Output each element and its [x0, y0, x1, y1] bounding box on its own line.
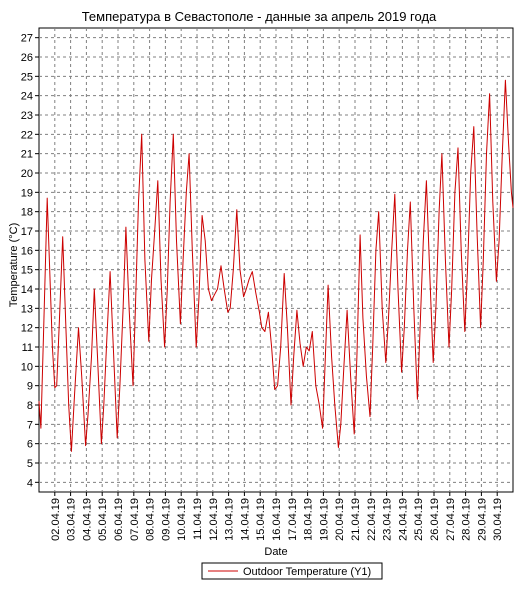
- y-tick-label: 11: [22, 342, 33, 354]
- x-tick-label: 09.04.19: [160, 498, 172, 541]
- y-tick-label: 19: [21, 187, 33, 199]
- y-tick-label: 17: [21, 226, 33, 238]
- x-tick-label: 11.04.19: [192, 498, 204, 540]
- y-tick-label: 9: [27, 381, 33, 393]
- x-tick-label: 27.04.19: [445, 498, 457, 541]
- x-tick-label: 30.04.19: [492, 498, 504, 541]
- y-tick-label: 5: [27, 458, 33, 470]
- x-tick-label: 02.04.19: [50, 498, 62, 541]
- x-tick-label: 18.04.19: [303, 498, 315, 541]
- y-tick-label: 27: [21, 33, 33, 45]
- x-tick-label: 26.04.19: [429, 498, 441, 541]
- y-tick-label: 12: [21, 323, 33, 335]
- x-tick-label: 23.04.19: [382, 498, 394, 541]
- y-tick-label: 8: [27, 400, 33, 412]
- y-tick-label: 25: [21, 71, 33, 83]
- y-tick-label: 24: [21, 91, 33, 103]
- y-tick-label: 14: [21, 284, 33, 296]
- series-layer: [38, 79, 514, 452]
- y-tick-label: 4: [27, 477, 33, 489]
- x-tick-label: 16.04.19: [271, 498, 283, 541]
- y-tick-label: 6: [27, 439, 33, 451]
- x-tick-label: 22.04.19: [366, 498, 378, 541]
- x-tick-label: 19.04.19: [318, 498, 330, 541]
- y-tick-label: 18: [21, 207, 33, 219]
- y-tick-label: 13: [21, 303, 33, 315]
- x-tick-label: 28.04.19: [461, 498, 473, 541]
- x-tick-label: 13.04.19: [224, 498, 236, 541]
- x-tick-label: 10.04.19: [176, 498, 188, 541]
- x-axis-ticks: 02.04.19 03.04.19 04.04.19 05.04.19 06.04.19…: [50, 492, 504, 541]
- x-tick-label: 17.04.19: [287, 498, 299, 541]
- y-axis-ticks: 4 5 6 7 8 9 10 11 12 13 14 15 16 17 18 19 20 21 22 23 24 25 26…: [21, 33, 39, 489]
- y-tick-label: 16: [21, 245, 33, 257]
- y-tick-label: 22: [21, 129, 33, 141]
- legend-label: Outdoor Temperature (Y1): [243, 566, 371, 578]
- x-tick-label: 03.04.19: [66, 498, 78, 541]
- legend-box: [201, 562, 383, 580]
- x-tick-label: 07.04.19: [129, 498, 141, 541]
- chart-title: Температура в Севастополе - данные за ап…: [82, 9, 437, 24]
- x-tick-label: 20.04.19: [334, 498, 346, 541]
- y-tick-label: 23: [21, 110, 33, 122]
- y-tick-label: 10: [21, 361, 33, 373]
- x-tick-label: 12.04.19: [208, 498, 220, 541]
- x-tick-label: 24.04.19: [397, 498, 409, 541]
- x-tick-label: 04.04.19: [81, 498, 93, 541]
- x-tick-label: 05.04.19: [97, 498, 109, 541]
- x-tick-label: 14.04.19: [239, 498, 251, 541]
- y-tick-label: 15: [21, 265, 33, 277]
- plot-area-frame: [38, 27, 514, 493]
- x-tick-label: 08.04.19: [145, 498, 157, 541]
- y-tick-label: 21: [21, 149, 33, 161]
- x-axis-label: Date: [264, 546, 287, 558]
- y-axis-label: Temperature (°C): [8, 223, 20, 307]
- x-tick-label: 15.04.19: [255, 498, 267, 541]
- series-line: [38, 79, 514, 452]
- y-tick-label: 26: [21, 52, 33, 64]
- y-tick-label: 20: [21, 168, 33, 180]
- x-tick-label: 06.04.19: [113, 498, 125, 541]
- legend: Outdoor Temperature (Y1): [201, 562, 383, 580]
- y-tick-label: 7: [27, 419, 33, 431]
- x-tick-label: 25.04.19: [413, 498, 425, 541]
- x-tick-label: 29.04.19: [476, 498, 488, 541]
- x-tick-label: 21.04.19: [350, 498, 362, 541]
